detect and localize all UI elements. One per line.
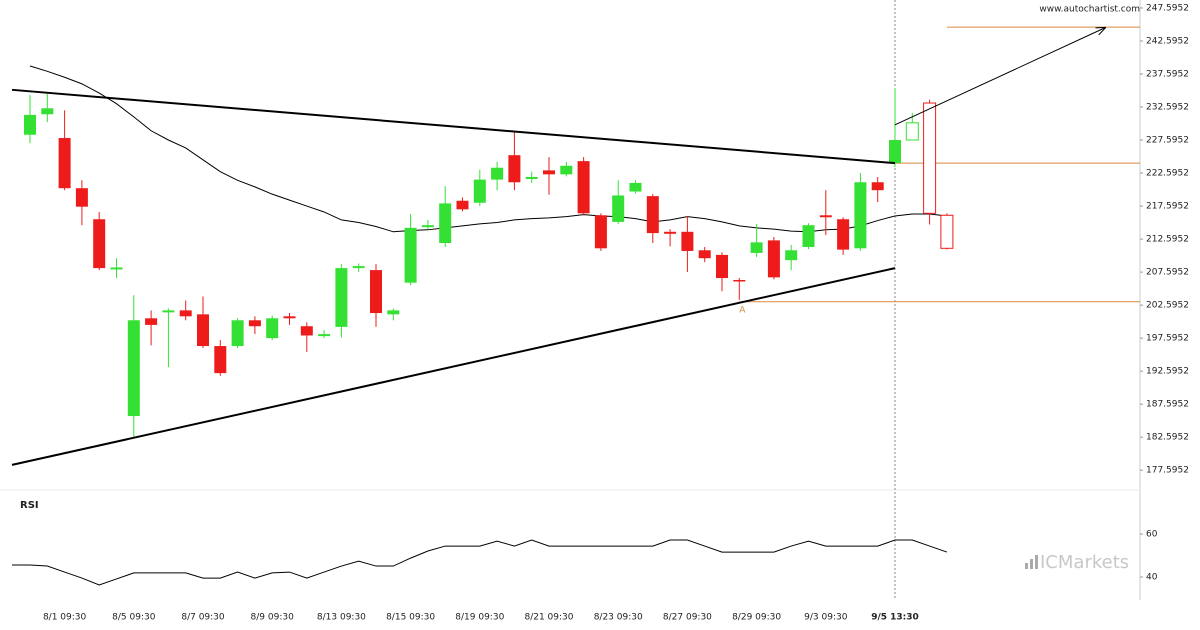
candle-body xyxy=(577,161,590,214)
candle-body xyxy=(421,225,434,228)
rsi-line xyxy=(12,539,948,586)
credit: www.autochartist.com xyxy=(1039,5,1140,15)
x-tick-label: 8/27 09:30 xyxy=(663,613,712,623)
y-tick-label: 247.5952 xyxy=(1146,3,1189,13)
candle-body xyxy=(456,200,469,210)
y-tick-label: 40 xyxy=(1146,573,1158,583)
candle-body xyxy=(889,140,901,164)
candle-body xyxy=(664,231,677,234)
candle-body xyxy=(698,250,711,259)
candle-body xyxy=(767,240,780,278)
candle-body xyxy=(750,242,763,253)
candle-body xyxy=(162,310,175,313)
candle-body xyxy=(145,318,158,325)
x-tick-label: 8/19 09:30 xyxy=(455,613,504,623)
x-tick-label: 8/5 09:30 xyxy=(112,613,156,623)
moving-average xyxy=(29,65,947,233)
candle-body xyxy=(75,188,88,207)
candle-body xyxy=(819,215,832,218)
candle-body xyxy=(58,138,71,189)
y-tick-label: 222.5952 xyxy=(1146,169,1189,179)
x-tick-label: 9/3 09:30 xyxy=(804,613,848,623)
watermark: ICMarkets xyxy=(1040,552,1129,573)
candle-body xyxy=(93,219,106,269)
x-tick-label: 8/21 09:30 xyxy=(524,613,573,623)
y-tick-label: 237.5952 xyxy=(1146,69,1189,79)
candle-body xyxy=(560,165,573,175)
candle-body xyxy=(854,182,867,249)
y-tick-label: 187.5952 xyxy=(1146,400,1189,410)
candle-body xyxy=(525,176,538,179)
candle-body xyxy=(404,227,417,283)
candle-body xyxy=(41,108,54,115)
candle-body xyxy=(612,195,625,222)
candle-body xyxy=(646,196,659,234)
y-tick-label: 182.5952 xyxy=(1146,433,1189,443)
candle-body xyxy=(335,268,348,327)
candle-body xyxy=(543,170,555,175)
candle-body xyxy=(214,346,227,374)
candle-body xyxy=(905,122,919,141)
y-tick-label: 177.5952 xyxy=(1146,466,1189,476)
y-tick-label: 227.5952 xyxy=(1146,136,1189,146)
x-tick-label: 8/29 09:30 xyxy=(732,613,781,623)
candle-body xyxy=(681,231,694,251)
candle-body xyxy=(923,102,937,214)
candle-body xyxy=(370,270,382,314)
logo-bar xyxy=(1035,555,1038,569)
x-tick-label: 9/5 13:30 xyxy=(871,613,919,623)
candle-body xyxy=(491,167,504,180)
candle-body xyxy=(802,225,815,247)
x-tick-label: 8/15 09:30 xyxy=(386,613,435,623)
candle-body xyxy=(716,254,728,279)
y-tick-label: 217.5952 xyxy=(1146,202,1189,212)
y-tick-label: 232.5952 xyxy=(1146,103,1189,113)
rsi-title: RSI xyxy=(20,500,39,511)
candle-body xyxy=(629,182,642,192)
y-tick-label: 242.5952 xyxy=(1146,36,1189,46)
candle-body xyxy=(248,320,261,327)
candle-body xyxy=(508,155,521,183)
logo: ICMarkets xyxy=(1025,552,1129,573)
candle-body xyxy=(837,219,850,250)
logo-bar xyxy=(1030,559,1033,569)
x-tick-label: 8/1 09:30 xyxy=(43,613,87,623)
y-tick-label: 202.5952 xyxy=(1146,301,1189,311)
candle-body xyxy=(179,310,192,317)
candle-body xyxy=(197,314,209,347)
y-tick-label: 197.5952 xyxy=(1146,334,1189,344)
candle-body xyxy=(318,334,331,337)
candle-body xyxy=(110,267,123,270)
candle-body xyxy=(594,215,607,249)
candle-body xyxy=(127,320,140,417)
x-tick-label: 8/23 09:30 xyxy=(594,613,643,623)
candle-body xyxy=(871,182,884,191)
x-tick-label: 8/13 09:30 xyxy=(317,613,366,623)
y-tick-label: 60 xyxy=(1146,530,1158,540)
logo-bar xyxy=(1025,563,1028,569)
candle-body xyxy=(439,203,452,244)
candle-body xyxy=(352,266,365,269)
candle-body xyxy=(300,326,313,336)
candle-body xyxy=(231,320,244,347)
y-tick-label: 192.5952 xyxy=(1146,367,1189,377)
trend-line xyxy=(11,267,896,466)
y-tick-label: 207.5952 xyxy=(1146,268,1189,278)
x-tick-label: 8/7 09:30 xyxy=(181,613,225,623)
candle-body xyxy=(387,310,400,315)
candle-body xyxy=(733,280,746,282)
candle-body xyxy=(473,179,486,203)
candle-body xyxy=(266,318,279,339)
annotation: A xyxy=(739,305,746,315)
candle-body xyxy=(940,214,954,249)
y-tick-label: 212.5952 xyxy=(1146,235,1189,245)
trend-line xyxy=(11,88,896,165)
candle-body xyxy=(785,250,798,261)
candle-body xyxy=(24,114,36,135)
forecast-arrow xyxy=(894,28,1105,126)
candle-body xyxy=(283,316,296,319)
x-tick-label: 8/9 09:30 xyxy=(251,613,295,623)
